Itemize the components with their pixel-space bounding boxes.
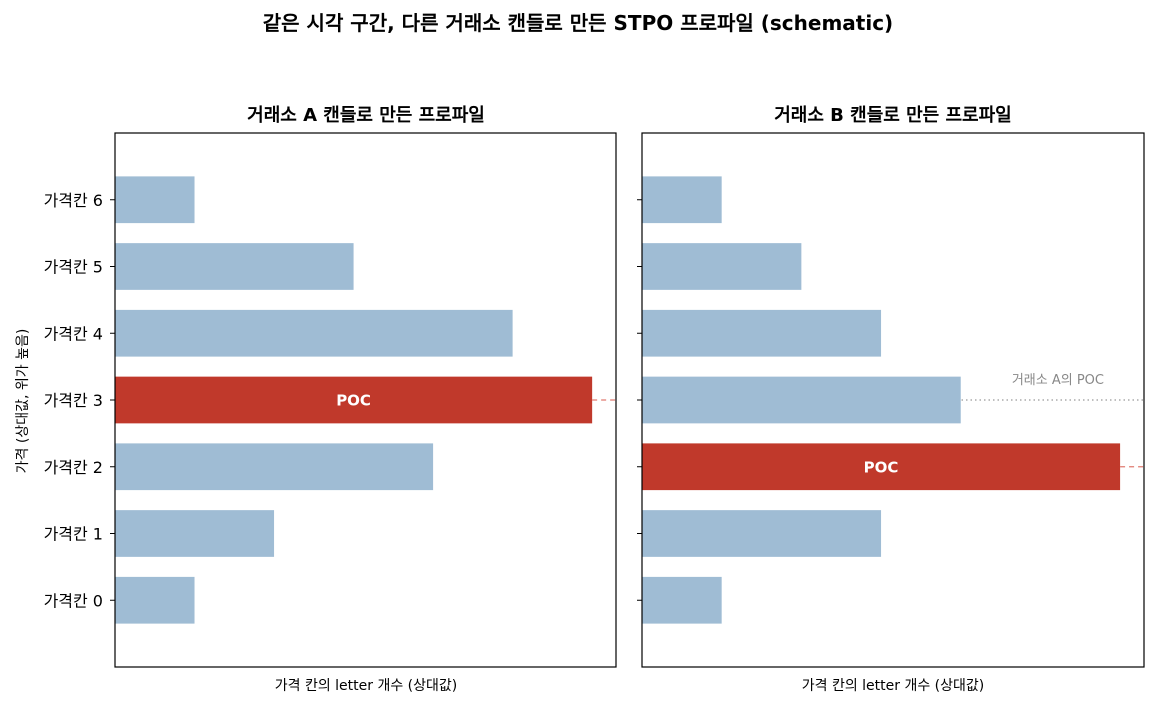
y-tick-label: 가격칸 3	[44, 391, 103, 410]
panel-a-title: 거래소 A 캔들로 만든 프로파일	[247, 105, 485, 126]
profile-bar	[642, 243, 802, 290]
panel-b-x-axis-label: 가격 칸의 letter 개수 (상대값)	[802, 678, 985, 694]
y-tick-label: 가격칸 1	[44, 525, 103, 544]
y-tick-label: 가격칸 2	[44, 458, 103, 477]
profile-bar	[642, 510, 882, 557]
profile-bar	[642, 376, 961, 424]
profile-bar	[115, 510, 275, 557]
panel-b-title: 거래소 B 캔들로 만든 프로파일	[774, 105, 1012, 126]
figure-title: 같은 시각 구간, 다른 거래소 캔들로 만든 STPO 프로파일 (schem…	[263, 11, 893, 35]
poc-label: POC	[336, 392, 371, 410]
poc-label: POC	[864, 458, 899, 476]
y-tick-label: 가격칸 4	[44, 324, 103, 343]
profile-bar	[642, 576, 722, 624]
y-tick-label: 가격칸 0	[44, 591, 103, 610]
profile-bar	[115, 576, 195, 624]
profile-bar	[642, 176, 722, 224]
poc-bar	[642, 443, 1121, 491]
profile-bar	[642, 309, 882, 357]
reference-poc-label: 거래소 A의 POC	[1012, 373, 1104, 388]
panel-exchange-a: 거래소 A 캔들로 만든 프로파일 가격 칸의 letter 개수 (상대값) …	[44, 105, 617, 694]
y-tick-label: 가격칸 5	[44, 258, 103, 277]
profile-bar	[115, 309, 513, 357]
y-tick-label: 가격칸 6	[44, 191, 103, 210]
profile-bar	[115, 443, 434, 491]
y-axis-label: 가격 (상대값, 위가 높음)	[15, 329, 31, 474]
panel-a-x-axis-label: 가격 칸의 letter 개수 (상대값)	[275, 678, 458, 694]
profile-bar	[115, 243, 354, 290]
profile-bar	[115, 176, 195, 224]
poc-bar	[115, 376, 593, 424]
panel-exchange-b: 거래소 B 캔들로 만든 프로파일 가격 칸의 letter 개수 (상대값) …	[637, 105, 1145, 694]
